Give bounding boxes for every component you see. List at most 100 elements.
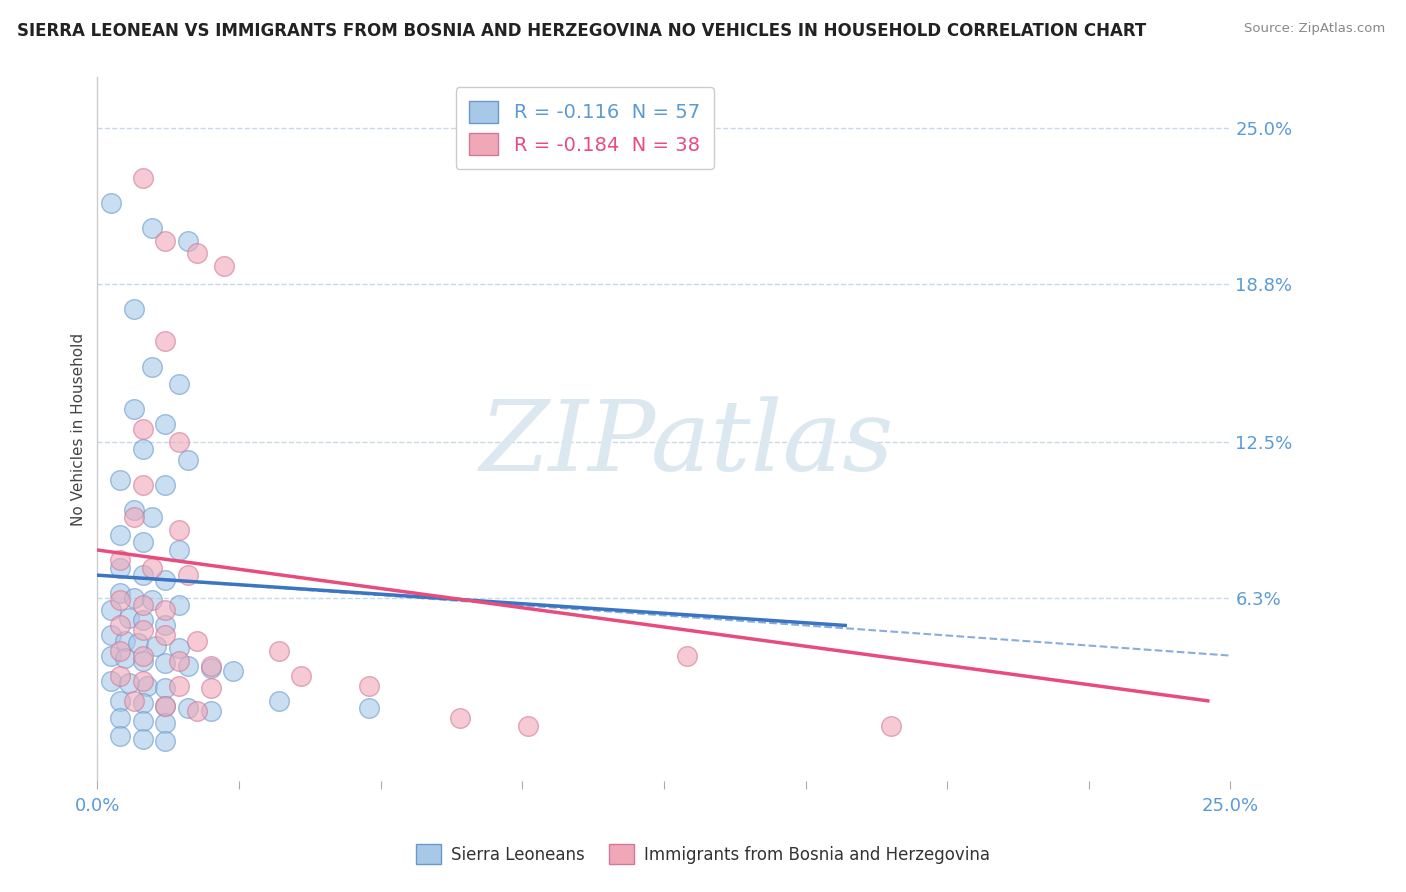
- Text: SIERRA LEONEAN VS IMMIGRANTS FROM BOSNIA AND HERZEGOVINA NO VEHICLES IN HOUSEHOL: SIERRA LEONEAN VS IMMIGRANTS FROM BOSNIA…: [17, 22, 1146, 40]
- Point: [131, 568, 153, 582]
- Text: Source: ZipAtlas.com: Source: ZipAtlas.com: [1244, 22, 1385, 36]
- Point: [177, 658, 200, 673]
- Point: [200, 658, 222, 673]
- Point: [155, 734, 177, 748]
- Point: [122, 694, 145, 708]
- Point: [108, 593, 131, 607]
- Point: [108, 694, 131, 708]
- Point: [155, 656, 177, 670]
- Legend: R = -0.116  N = 57, R = -0.184  N = 38: R = -0.116 N = 57, R = -0.184 N = 38: [456, 87, 714, 169]
- Point: [177, 568, 200, 582]
- Point: [141, 593, 163, 607]
- Point: [108, 473, 131, 487]
- Point: [155, 417, 177, 432]
- Point: [131, 614, 153, 628]
- Point: [131, 535, 153, 549]
- Point: [131, 673, 153, 688]
- Point: [200, 661, 222, 675]
- Point: [167, 543, 190, 558]
- Point: [108, 643, 131, 657]
- Point: [177, 234, 200, 248]
- Point: [222, 664, 245, 678]
- Y-axis label: No Vehicles in Household: No Vehicles in Household: [72, 333, 86, 526]
- Point: [131, 624, 153, 638]
- Point: [108, 560, 131, 574]
- Point: [122, 301, 145, 316]
- Point: [114, 633, 136, 648]
- Point: [167, 654, 190, 668]
- Point: [155, 234, 177, 248]
- Point: [155, 477, 177, 491]
- Point: [131, 171, 153, 186]
- Point: [186, 246, 208, 260]
- Point: [118, 611, 141, 625]
- Point: [131, 477, 153, 491]
- Point: [267, 694, 290, 708]
- Point: [214, 259, 236, 273]
- Legend: Sierra Leoneans, Immigrants from Bosnia and Herzegovina: Sierra Leoneans, Immigrants from Bosnia …: [409, 838, 997, 871]
- Point: [167, 377, 190, 392]
- Point: [200, 704, 222, 718]
- Point: [155, 716, 177, 731]
- Point: [155, 573, 177, 587]
- Point: [290, 669, 312, 683]
- Point: [108, 669, 131, 683]
- Point: [141, 510, 163, 524]
- Point: [100, 628, 122, 642]
- Point: [108, 586, 131, 600]
- Point: [177, 701, 200, 715]
- Point: [108, 711, 131, 725]
- Point: [131, 697, 153, 711]
- Point: [879, 719, 901, 733]
- Point: [131, 599, 153, 613]
- Point: [167, 599, 190, 613]
- Point: [675, 648, 697, 663]
- Point: [516, 719, 538, 733]
- Point: [122, 402, 145, 417]
- Point: [141, 221, 163, 235]
- Point: [100, 673, 122, 688]
- Point: [155, 698, 177, 713]
- Point: [155, 681, 177, 696]
- Text: ZIPatlas: ZIPatlas: [479, 396, 894, 491]
- Point: [108, 553, 131, 567]
- Point: [100, 648, 122, 663]
- Point: [122, 503, 145, 517]
- Point: [155, 603, 177, 617]
- Point: [131, 731, 153, 746]
- Point: [167, 641, 190, 656]
- Point: [108, 618, 131, 632]
- Point: [167, 434, 190, 449]
- Point: [131, 714, 153, 728]
- Point: [186, 704, 208, 718]
- Point: [136, 679, 159, 693]
- Point: [167, 679, 190, 693]
- Point: [118, 676, 141, 690]
- Point: [108, 729, 131, 743]
- Point: [177, 452, 200, 467]
- Point: [127, 636, 149, 650]
- Point: [155, 628, 177, 642]
- Point: [108, 528, 131, 542]
- Point: [267, 643, 290, 657]
- Point: [359, 679, 381, 693]
- Point: [155, 698, 177, 713]
- Point: [131, 648, 153, 663]
- Point: [131, 654, 153, 668]
- Point: [186, 633, 208, 648]
- Point: [200, 681, 222, 696]
- Point: [145, 639, 167, 653]
- Point: [122, 591, 145, 605]
- Point: [141, 560, 163, 574]
- Point: [167, 523, 190, 537]
- Point: [100, 603, 122, 617]
- Point: [100, 196, 122, 211]
- Point: [155, 334, 177, 349]
- Point: [131, 422, 153, 436]
- Point: [359, 701, 381, 715]
- Point: [114, 651, 136, 665]
- Point: [155, 618, 177, 632]
- Point: [131, 442, 153, 457]
- Point: [141, 359, 163, 374]
- Point: [122, 510, 145, 524]
